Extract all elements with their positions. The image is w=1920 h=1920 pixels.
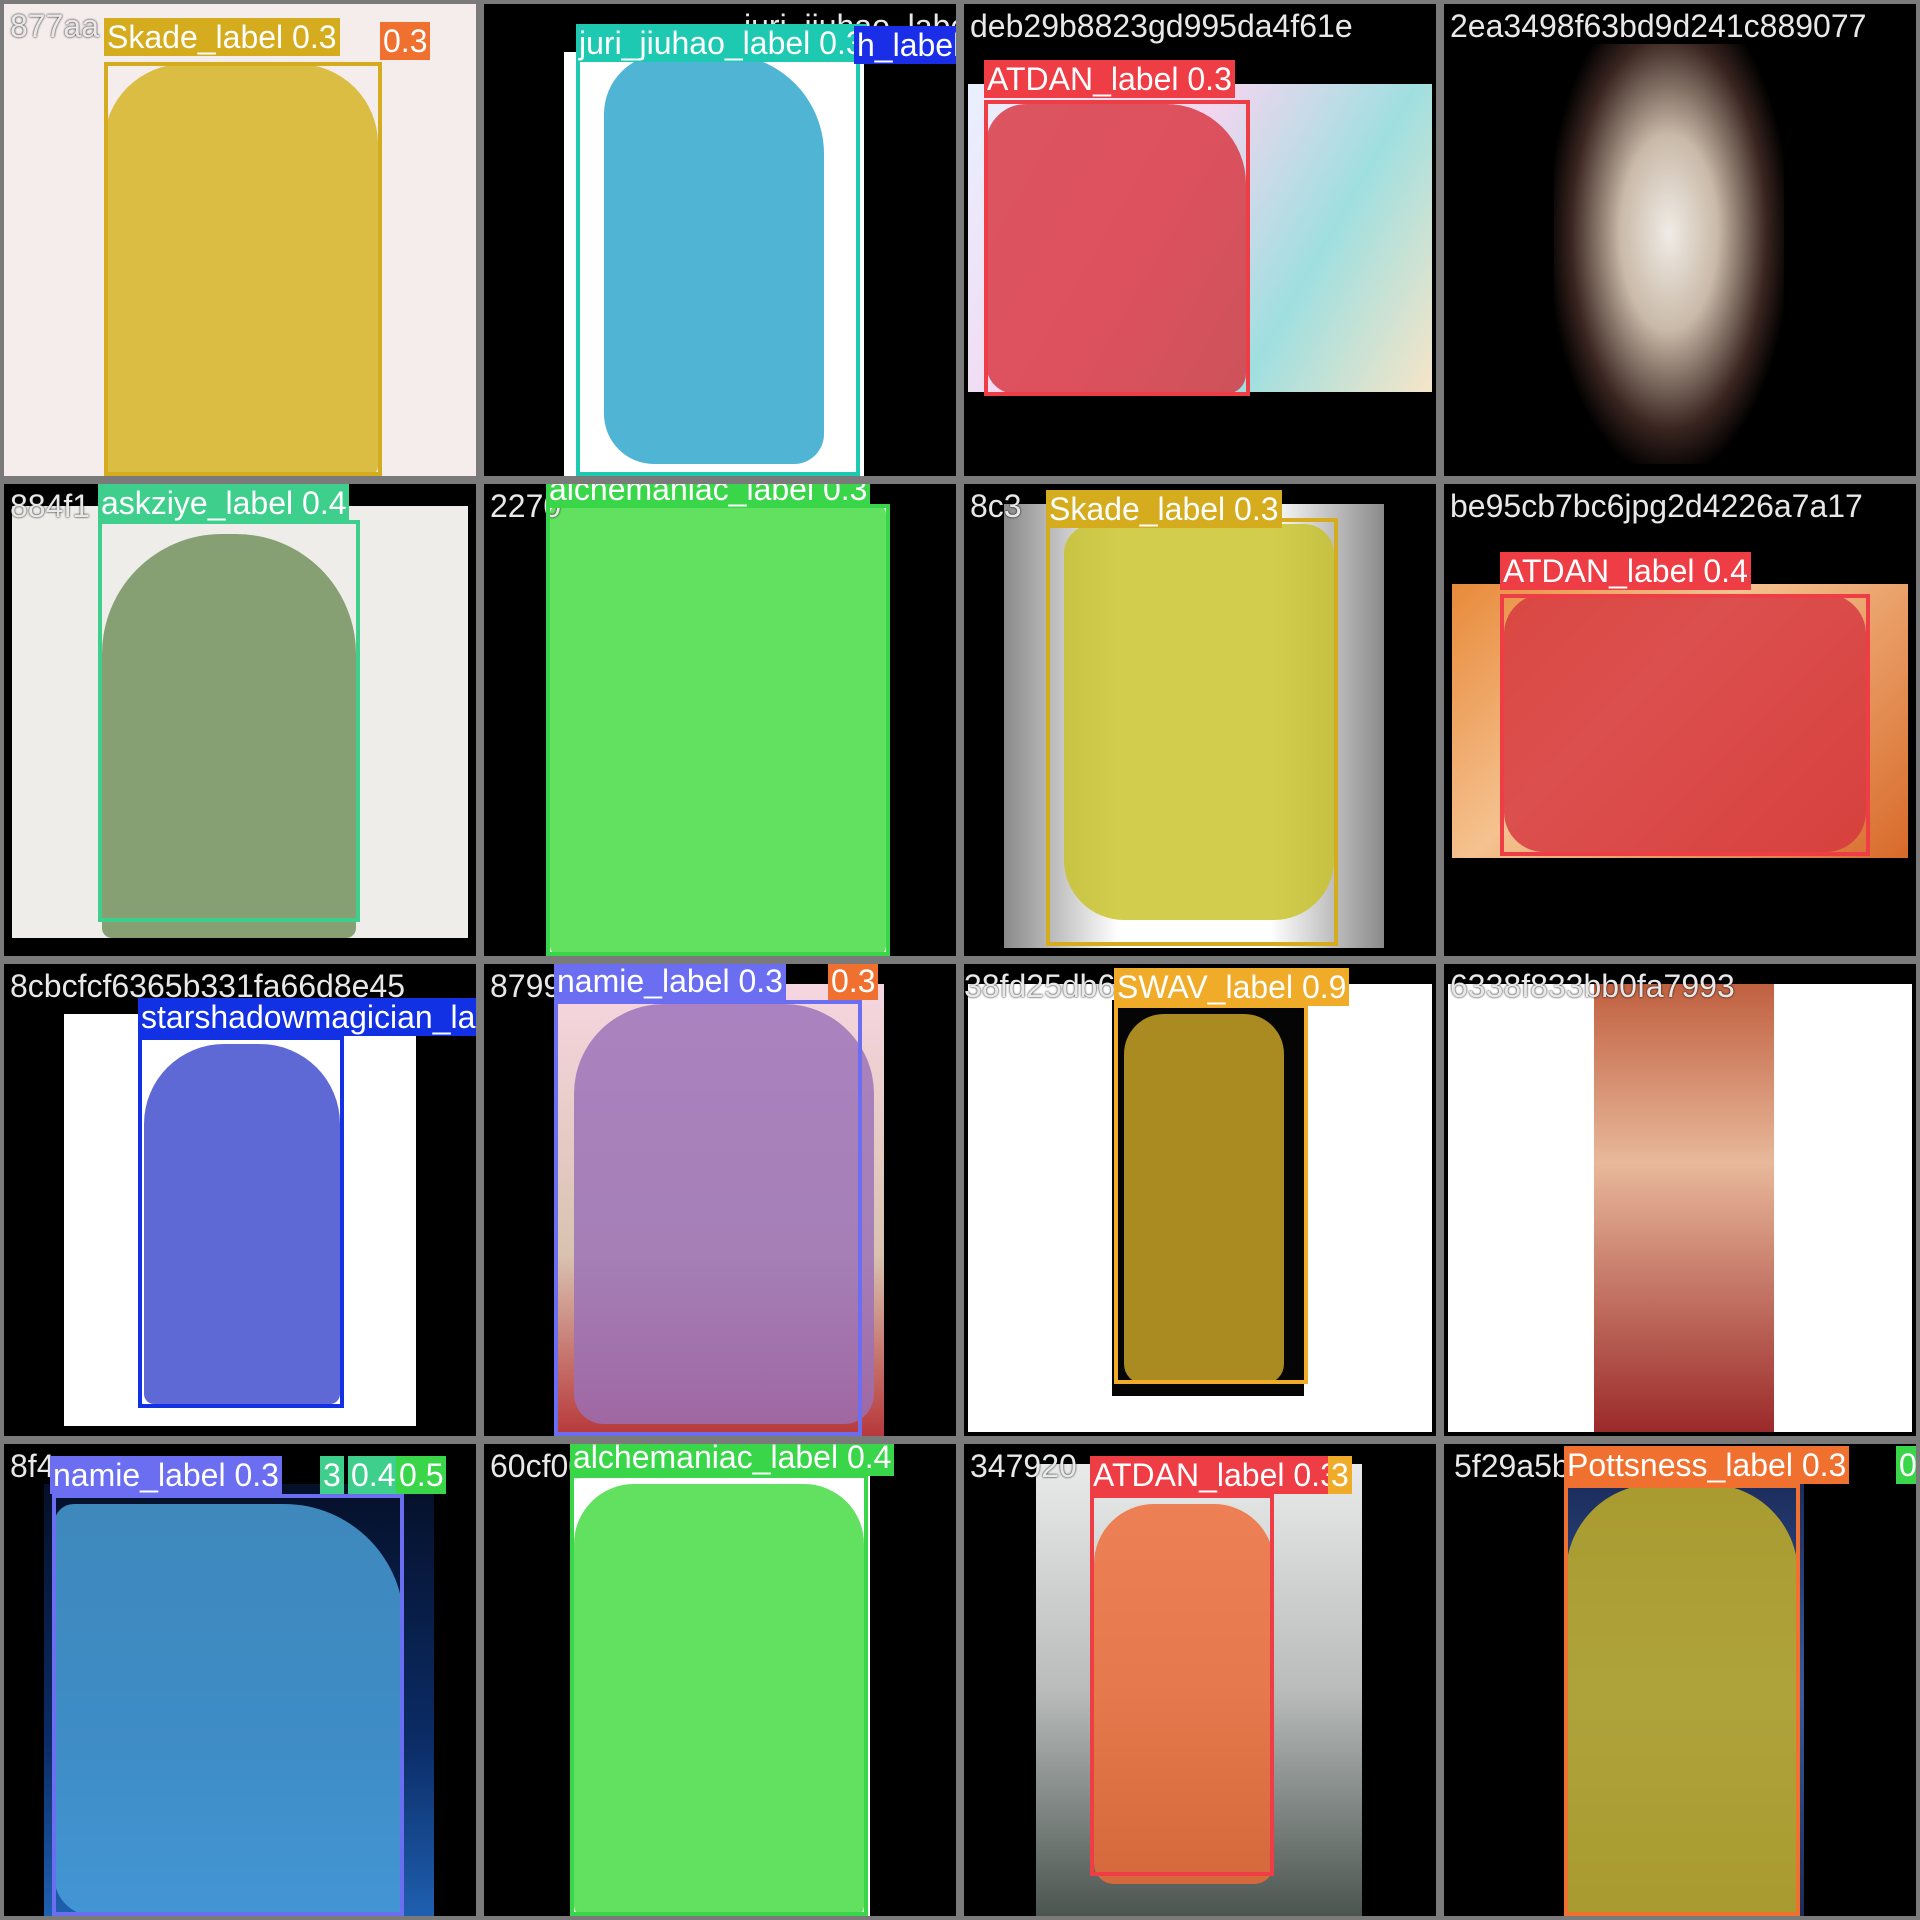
box-label: ATDAN_label 0.3 [1090,1456,1341,1494]
tile-5[interactable]: alchemaniac_label 0.3 2270 [484,484,956,956]
box-label: 3 [1328,1456,1352,1494]
box-label: 0.4 [348,1456,399,1494]
tile-12[interactable]: namie_label 0.3 3 0.4 0.5 8f4 [4,1444,476,1916]
image-filename: 38fd25db65 [964,968,1134,1004]
segmentation-mask [104,64,378,476]
box-label: 0.5 [396,1456,447,1494]
bounding-box [1046,518,1338,946]
box-label: alchemaniac_label 0.4 [570,1444,895,1476]
tile-0[interactable]: Skade_label 0.3 0.3 877aa [4,4,476,476]
segmentation-mask [1566,1484,1798,1916]
image-filename: 8f4 [10,1448,55,1484]
segmentation-mask [1094,1504,1274,1884]
tile-1[interactable]: juri_jiuhao_label 0.3 h_label 0.8 juri_j… [484,4,956,476]
box-label: namie_label 0.3 [554,964,786,1000]
bounding-box [98,520,360,922]
box-label: starshadowmagician_label 0.6 [138,998,476,1036]
segmentation-mask [550,504,886,956]
bounding-box [52,1494,404,1916]
segmentation-mask [102,534,356,938]
tile-6[interactable]: Skade_label 0.3 8c3 [964,484,1436,956]
box-label: 3 [320,1456,344,1494]
segmentation-mask [1064,524,1334,920]
tile-7[interactable]: ATDAN_label 0.4 be95cb7bc6jpg2d4226a7a17 [1444,484,1916,956]
segmentation-mask [604,54,824,464]
bounding-box [554,1000,862,1436]
bounding-box [576,52,860,476]
box-label: Skade_label 0.3 [104,18,340,56]
tile-13[interactable]: alchemaniac_label 0.4 60cf00 [484,1444,956,1916]
segmentation-mask [54,1504,404,1916]
artwork-figure [1594,984,1774,1432]
bounding-box [984,100,1250,396]
tile-9[interactable]: namie_label 0.3 0.3 87999 [484,964,956,1436]
image-filename: be95cb7bc6jpg2d4226a7a17 [1450,488,1863,524]
bounding-box [1500,594,1870,856]
image-filename: 884f1 [10,488,91,524]
bounding-box [1114,1004,1308,1384]
box-label: ATDAN_label 0.4 [1500,552,1751,590]
tile-15[interactable]: Pottsness_label 0.3 0. 5f29a5b [1444,1444,1916,1916]
box-label: SWAV_label 0.9 [1114,968,1350,1006]
image-filename: 2ea3498f63bd9d241c889077 [1450,8,1867,44]
box-label: ATDAN_label 0.3 [984,60,1235,98]
box-label: namie_label 0.3 [50,1456,282,1494]
artwork [1554,44,1784,464]
image-filename: 5f29a5b [1454,1448,1570,1484]
bounding-box [570,1474,868,1916]
segmentation-mask [1124,1014,1284,1384]
box-label: 0.3 [828,964,879,1000]
image-filename: 347920 [970,1448,1077,1484]
box-label: Pottsness_label 0.3 [1564,1446,1850,1484]
tile-8[interactable]: starshadowmagician_label 0.6 8cbcfcf6365… [4,964,476,1436]
bounding-box [104,62,382,476]
segmentation-mask [574,1004,874,1424]
box-label: Skade_label 0.3 [1046,490,1282,528]
segmentation-mask [1504,594,1866,852]
box-label: h_label 0.8 [854,26,956,64]
box-label: 0.3 [380,22,431,60]
tile-4[interactable]: askziye_label 0.4 884f1 [4,484,476,956]
box-label: askziye_label 0.4 [98,484,350,522]
bounding-box [138,1036,344,1408]
image-filename: deb29b8823gd995da4f61e [970,8,1353,44]
tile-11[interactable]: 6338f833bb0fa7993 [1444,964,1916,1436]
segmentation-mask [574,1484,864,1916]
bounding-box [1090,1494,1274,1876]
box-label: alchemaniac_label 0.3 [546,484,871,508]
box-label: 0. [1896,1446,1916,1484]
bounding-box [1564,1484,1800,1916]
box-label: juri_jiuhao_label 0.3 [576,24,867,62]
segmentation-mask [986,104,1246,394]
tile-2[interactable]: ATDAN_label 0.3 deb29b8823gd995da4f61e [964,4,1436,476]
image-filename: 877aa [10,8,99,44]
image-filename: 6338f833bb0fa7993 [1450,968,1735,1004]
bounding-box [546,504,890,956]
image-filename: 8c3 [970,488,1022,524]
tile-3[interactable]: 2ea3498f63bd9d241c889077 [1444,4,1916,476]
tile-14[interactable]: ATDAN_label 0.3 3 347920 [964,1444,1436,1916]
tile-10[interactable]: SWAV_label 0.9 38fd25db65 [964,964,1436,1436]
segmentation-mask [144,1044,340,1404]
